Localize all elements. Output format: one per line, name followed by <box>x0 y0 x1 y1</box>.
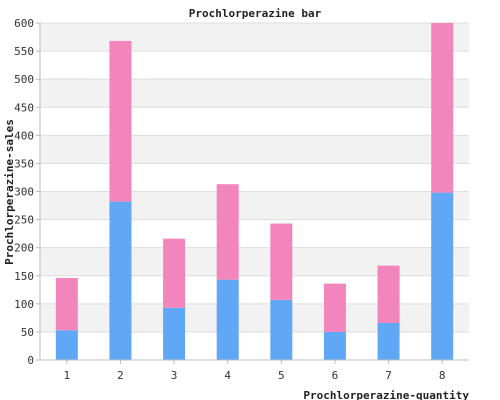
background-band <box>40 303 469 332</box>
x-tick-label: 8 <box>439 369 446 382</box>
x-tick-label: 5 <box>278 369 285 382</box>
y-tick-label: 0 <box>27 354 34 367</box>
y-tick-label: 150 <box>14 270 34 283</box>
y-tick-label: 400 <box>14 129 34 142</box>
y-tick-labels: 0 50 100 150 200 250 300 350 400 450 500 550 600 <box>14 17 34 367</box>
background-band <box>40 135 469 164</box>
y-tick-label: 600 <box>14 17 34 30</box>
background-band <box>40 247 469 276</box>
background-band <box>40 79 469 108</box>
x-tick-label: 7 <box>385 369 392 382</box>
x-tick-label: 3 <box>171 369 178 382</box>
y-tick-label: 550 <box>14 45 34 58</box>
background-band <box>40 163 469 192</box>
bar-segment-upper <box>109 40 132 202</box>
y-tick-label: 450 <box>14 101 34 114</box>
y-tick-label: 200 <box>14 242 34 255</box>
background-band <box>40 51 469 80</box>
x-tick-label: 1 <box>64 369 71 382</box>
bar-segment-upper <box>55 277 78 331</box>
background-band <box>40 275 469 304</box>
axes <box>36 22 469 364</box>
bar-segment-lower <box>431 192 454 360</box>
x-tick-label: 4 <box>224 369 231 382</box>
chart-title: Prochlorperazine bar <box>189 7 322 20</box>
y-tick-label: 50 <box>21 326 34 339</box>
bar-segment-upper <box>163 238 186 308</box>
bar-segment-lower <box>163 307 186 360</box>
bar-segment-lower <box>216 279 239 360</box>
background-band <box>40 331 469 360</box>
x-tick-labels: 1 2 3 4 5 6 7 8 <box>64 369 446 382</box>
x-tick-label: 6 <box>332 369 339 382</box>
x-axis-title: Prochlorperazine-quantity <box>303 389 469 400</box>
y-tick-label: 300 <box>14 186 34 199</box>
bar-segment-lower <box>377 322 400 360</box>
bar-segment-lower <box>323 331 346 360</box>
bar-segment-upper <box>377 265 400 323</box>
y-tick-label: 250 <box>14 214 34 227</box>
bar-marks <box>55 23 454 360</box>
bar-segment-upper <box>323 283 346 332</box>
background-band <box>40 107 469 136</box>
x-tick-label: 2 <box>117 369 124 382</box>
background-band <box>40 219 469 248</box>
bar-segment-upper <box>431 23 454 193</box>
y-tick-label: 350 <box>14 157 34 170</box>
bar-segment-lower <box>109 201 132 360</box>
background-band <box>40 191 469 220</box>
background-band <box>40 23 469 52</box>
bar-segment-lower <box>270 299 293 360</box>
bar-segment-lower <box>55 330 78 360</box>
y-tick-label: 500 <box>14 73 34 86</box>
bar-segment-upper <box>216 184 239 280</box>
bar-segment-upper <box>270 223 293 300</box>
y-axis-title: Prochlorperazine-sales <box>3 119 16 265</box>
y-tick-label: 100 <box>14 298 34 311</box>
